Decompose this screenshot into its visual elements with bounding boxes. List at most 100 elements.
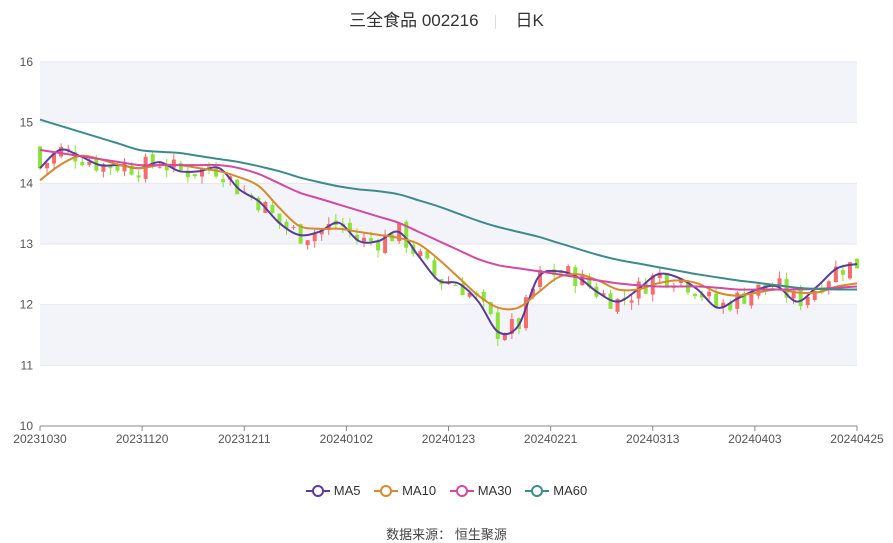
band <box>40 62 857 123</box>
candle-body <box>777 278 782 287</box>
candle-body <box>721 302 726 308</box>
period-label: 日K <box>515 11 544 30</box>
candle-body <box>432 260 437 276</box>
candle-body <box>277 213 282 224</box>
chart-title: 三全食品 002216 日K <box>0 6 893 31</box>
legend-item-ma5[interactable]: MA5 <box>305 483 361 498</box>
candle-body <box>855 258 859 269</box>
candle-body <box>523 297 528 329</box>
candle-body <box>481 291 486 302</box>
x-tick-label: 20240221 <box>524 432 578 446</box>
x-tick-label: 20240403 <box>728 432 782 446</box>
title-separator <box>494 14 496 29</box>
axes: 10 11 12 13 14 15 16 20231030 20231120 20231211 20… <box>13 55 884 446</box>
y-tick-label: 15 <box>20 116 34 130</box>
candle-body <box>52 153 57 164</box>
band <box>40 183 857 244</box>
candle-body <box>101 164 106 172</box>
candle-body <box>270 204 275 213</box>
candle-body <box>728 302 733 311</box>
candle-body <box>714 293 719 308</box>
candle-body <box>214 168 219 177</box>
candle-body <box>735 292 740 309</box>
candle-body <box>566 266 571 275</box>
candle-body <box>453 284 458 286</box>
candle-body <box>221 179 226 183</box>
candle-body <box>164 165 169 171</box>
candle-body <box>840 270 845 275</box>
candle-body <box>629 300 634 303</box>
source-label: 数据来源： <box>386 527 452 542</box>
moving-average-lines <box>39 118 858 336</box>
band <box>40 304 857 366</box>
candle-body <box>136 175 141 178</box>
candle-body <box>805 296 810 306</box>
candle-body <box>369 238 374 241</box>
legend-item-ma60[interactable]: MA60 <box>525 483 587 498</box>
background-bands <box>40 62 857 366</box>
candle-body <box>171 159 176 168</box>
x-tick-label: 20231211 <box>218 432 271 446</box>
candle-body <box>707 291 712 297</box>
candle-body <box>531 288 536 297</box>
legend-ma30-marker <box>449 484 474 497</box>
candle-body <box>418 251 423 257</box>
x-tick-label: 20231120 <box>116 432 169 446</box>
candle-body <box>390 234 395 242</box>
legend-ma10-marker <box>374 484 399 497</box>
candle-body <box>199 168 204 177</box>
candle-body <box>798 288 803 307</box>
x-tick-label: 20240313 <box>626 432 680 446</box>
candle-body <box>502 334 507 341</box>
candle-body <box>192 173 197 177</box>
legend-ma5-marker <box>305 484 330 497</box>
candle-body <box>87 162 92 165</box>
y-tick-label: 12 <box>20 298 34 312</box>
candle-body <box>284 221 289 229</box>
x-tick-label: 20231030 <box>13 432 67 446</box>
candle-body <box>108 165 113 169</box>
candle-body <box>38 146 42 169</box>
ma-line-ma60 <box>39 118 858 291</box>
candle-body <box>312 233 317 242</box>
y-tick-label: 14 <box>20 176 34 190</box>
candle-body <box>376 241 381 251</box>
candle-body <box>467 292 472 297</box>
candle-body <box>488 302 493 315</box>
x-tick-label: 20240102 <box>320 432 374 446</box>
stock-name: 三全食品 002216 <box>349 11 479 30</box>
candle-body <box>354 234 359 241</box>
y-tick-label: 16 <box>20 55 34 69</box>
candle-body <box>847 262 852 279</box>
candle-body <box>347 222 352 232</box>
candle-body <box>319 230 324 235</box>
legend-ma5-label: MA5 <box>333 483 361 498</box>
candle-body <box>122 163 127 172</box>
candle-body <box>80 161 85 166</box>
candle-body <box>833 266 838 283</box>
legend-item-ma30[interactable]: MA30 <box>449 483 512 498</box>
candle-body <box>538 269 543 287</box>
candle-body <box>552 269 557 276</box>
candle-body <box>608 293 613 309</box>
candle-body <box>305 240 310 246</box>
y-tick-label: 13 <box>20 237 34 251</box>
legend-ma60-marker <box>525 484 550 497</box>
legend-item-ma10[interactable]: MA10 <box>374 483 436 498</box>
candle-body <box>361 237 366 242</box>
candle-body <box>509 318 514 334</box>
candle-body <box>587 276 592 287</box>
candle-body <box>812 290 817 300</box>
candle-body <box>404 221 409 248</box>
candle-body <box>150 154 155 166</box>
legend-ma10-label: MA10 <box>402 483 437 498</box>
candle-body <box>784 279 789 298</box>
candle-body <box>742 293 747 304</box>
candle-body <box>115 165 120 171</box>
source-name: 恒生聚源 <box>454 527 507 542</box>
candle-body <box>157 167 162 169</box>
candle-body <box>495 312 500 339</box>
candle-body <box>601 293 606 296</box>
candle-body <box>59 146 64 157</box>
legend-ma60-label: MA60 <box>553 483 588 498</box>
